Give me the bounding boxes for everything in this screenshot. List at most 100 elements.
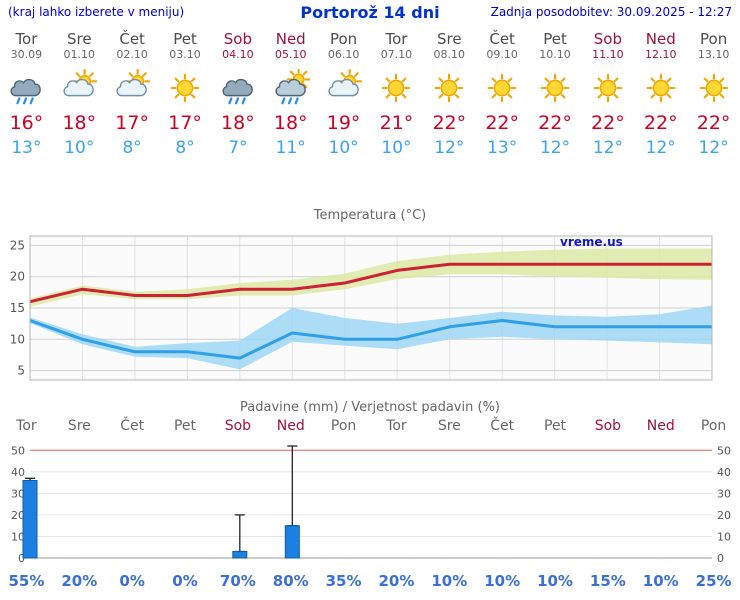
precip-day-label-9: Sre <box>437 418 461 434</box>
temp-min: 12° <box>539 138 571 158</box>
sunny-icon <box>430 69 468 109</box>
day-date: 07.10 <box>380 48 413 61</box>
partly-cloudy-icon <box>60 69 98 109</box>
temperature-chart: 5 10 15 20 25 vreme.us <box>10 235 713 381</box>
sunny-icon <box>589 69 627 109</box>
precip-probability-8: 20% <box>378 572 415 590</box>
sun-rain-icon <box>272 69 310 109</box>
day-date: 09.10 <box>486 48 518 61</box>
precip-day-label-8: Tor <box>386 418 407 434</box>
day-date: 06.10 <box>327 48 360 61</box>
precip-day-label-row: Tor Sre Čet Pet Sob Ned Pon Tor Sre Čet Pet Sob Ned P… <box>0 418 740 438</box>
temperature-chart-block: Temperatura (°C) 5 10 15 20 25 vreme.us <box>0 208 740 392</box>
forecast-day-8: Tor 07.10 21° 10° <box>370 30 423 158</box>
temp-min: 10° <box>381 138 412 158</box>
precip-probability-6: 80% <box>272 572 309 590</box>
temp-max: 22° <box>643 112 678 134</box>
day-name: Čet <box>489 30 515 48</box>
day-name: Tor <box>15 30 38 48</box>
sunny-icon <box>483 69 521 109</box>
sunny-icon <box>536 69 574 109</box>
day-name: Tor <box>385 30 408 48</box>
precip-day-label-1: Tor <box>16 418 37 434</box>
forecast-strip: Tor 30.09 16° 13° Sre 01.10 18° 10° Čet 02.10 17° 8… <box>0 30 740 158</box>
svg-text:10: 10 <box>11 531 25 544</box>
precip-day-label-6: Ned <box>276 418 305 434</box>
precip-probability-11: 10% <box>537 572 573 590</box>
day-name: Sre <box>437 30 462 48</box>
day-date: 01.10 <box>63 48 96 61</box>
precip-day-label-12: Sob <box>594 418 622 434</box>
svg-text:10: 10 <box>10 332 25 346</box>
menu-hint: (kraj lahko izberete v meniju) <box>8 5 185 19</box>
precip-probability-7: 35% <box>325 572 362 590</box>
day-name: Čet <box>119 30 145 48</box>
temp-min: 8° <box>122 138 142 158</box>
precip-day-label-3: Čet <box>120 418 145 434</box>
day-date: 30.09 <box>10 48 43 61</box>
header-bar: (kraj lahko izberete v meniju) Portorož … <box>0 0 740 24</box>
forecast-day-3: Čet 02.10 17° 8° <box>106 30 159 158</box>
sunny-icon <box>166 69 204 109</box>
temp-min: 7° <box>228 138 248 158</box>
temp-min: 12° <box>592 138 623 158</box>
sunny-icon <box>377 69 415 109</box>
temp-min: 8° <box>175 138 195 158</box>
rain-icon <box>7 69 45 109</box>
precip-day-label-13: Ned <box>646 418 675 434</box>
temp-max: 17° <box>115 112 149 134</box>
page-title: Portorož 14 dni <box>300 3 440 22</box>
temp-max: 22° <box>432 112 467 134</box>
svg-text:25: 25 <box>10 238 25 252</box>
svg-text:30: 30 <box>717 487 731 500</box>
day-name: Pet <box>173 30 197 48</box>
svg-text:0: 0 <box>717 552 724 565</box>
temp-max: 19° <box>326 112 361 134</box>
svg-text:20: 20 <box>10 270 25 284</box>
temp-min: 13° <box>11 138 42 158</box>
svg-text:50: 50 <box>11 444 25 457</box>
temp-min: 12° <box>645 138 676 158</box>
svg-text:0: 0 <box>18 552 25 565</box>
precip-day-label-11: Pet <box>544 418 567 434</box>
rain-icon <box>219 69 257 109</box>
forecast-day-10: Čet 09.10 22° 13° <box>476 30 529 158</box>
precip-day-label-14: Pon <box>700 418 727 434</box>
svg-text:40: 40 <box>11 466 25 479</box>
temp-min: 12° <box>698 138 729 158</box>
day-date: 05.10 <box>274 48 307 61</box>
precip-probability-4: 0% <box>172 572 198 590</box>
precipitation-chart-title: Padavine (mm) / Verjetnost padavin (%) <box>240 400 500 415</box>
temp-max: 18° <box>221 112 255 134</box>
forecast-day-9: Sre 08.10 22° 12° <box>423 30 476 158</box>
forecast-day-5: Sob 04.10 18° 7° <box>211 30 264 158</box>
precip-probability-3: 0% <box>119 572 145 590</box>
temp-max: 22° <box>591 112 625 134</box>
temperature-chart-title: Temperatura (°C) <box>313 208 427 223</box>
precip-probability-14: 25% <box>695 572 732 590</box>
temp-max: 21° <box>379 112 414 134</box>
day-name: Pet <box>543 30 567 48</box>
precip-probability-2: 20% <box>61 572 98 590</box>
forecast-day-13: Ned 12.10 22° 12° <box>634 30 687 158</box>
day-date: 11.10 <box>592 48 624 61</box>
day-date: 03.10 <box>169 48 201 61</box>
precip-probability-9: 10% <box>431 572 468 590</box>
svg-text:40: 40 <box>717 466 731 479</box>
svg-text:10: 10 <box>717 531 731 544</box>
vreme-us-watermark-link[interactable]: vreme.us <box>560 235 623 249</box>
svg-text:5: 5 <box>17 364 25 378</box>
forecast-day-12: Sob 11.10 22° 12° <box>581 30 634 158</box>
day-name: Pon <box>329 30 358 48</box>
temp-max: 16° <box>9 112 44 134</box>
svg-text:15: 15 <box>10 301 25 315</box>
day-date: 04.10 <box>222 48 254 61</box>
temp-max: 22° <box>538 112 572 134</box>
precip-probability-12: 15% <box>589 572 626 590</box>
forecast-day-6: Ned 05.10 18° 11° <box>264 30 317 158</box>
day-name: Pon <box>700 30 728 48</box>
forecast-day-11: Pet 10.10 22° 12° <box>529 30 582 158</box>
day-name: Sob <box>593 30 622 48</box>
sunny-icon <box>695 69 733 109</box>
precip-day-label-10: Čet <box>490 418 515 434</box>
